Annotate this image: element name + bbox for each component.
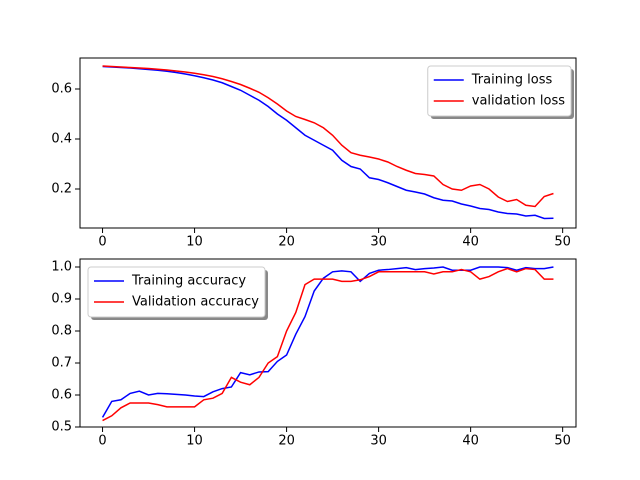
- x-tick-label: 30: [370, 434, 387, 449]
- y-tick-label: 0.6: [51, 388, 72, 403]
- y-tick-label: 0.5: [51, 420, 72, 435]
- x-tick-label: 50: [554, 434, 571, 449]
- legend-label: Validation accuracy: [132, 295, 259, 310]
- y-tick-label: 0.8: [51, 324, 72, 339]
- axes-frame: [79, 57, 577, 229]
- y-tick-label: 1.0: [51, 260, 72, 275]
- axes: 0 10 20 30 40 50 0.2 0.4 0.6: [51, 57, 577, 250]
- legend-frame: [87, 266, 266, 318]
- x-tick-label: 40: [462, 235, 479, 250]
- x-tick-label: 30: [370, 235, 387, 250]
- data-line: [102, 267, 554, 422]
- y-tick-label: 0.2: [51, 182, 72, 197]
- legend: Training accuracy Validation accuracy: [87, 266, 268, 320]
- axes: 0 10 20 30 40 50 0.5 0.6 0.7 0.8 0.9 1.0: [51, 258, 577, 449]
- x-tick-label: 40: [462, 434, 479, 449]
- data-line: [102, 65, 554, 220]
- y-tick-label: 0.4: [51, 132, 72, 147]
- x-tick-label: 10: [186, 235, 203, 250]
- axes-frame: [79, 258, 577, 428]
- x-tick-label: 20: [278, 434, 295, 449]
- legend-label: validation loss: [472, 94, 565, 109]
- legend-frame: [427, 65, 572, 117]
- x-tick-label: 20: [278, 235, 295, 250]
- legend-label: Training loss: [471, 73, 553, 88]
- x-tick-label: 10: [186, 434, 203, 449]
- y-tick-label: 0.9: [51, 292, 72, 307]
- legend-label: Training accuracy: [131, 274, 246, 289]
- x-tick-label: 0: [98, 235, 106, 250]
- legend: Training loss validation loss: [427, 65, 574, 119]
- data-line: [101, 266, 554, 418]
- y-tick-label: 0.6: [51, 82, 72, 97]
- y-tick-label: 0.7: [51, 356, 72, 371]
- x-tick-label: 50: [554, 235, 571, 250]
- data-line: [102, 65, 554, 208]
- x-tick-label: 0: [98, 434, 106, 449]
